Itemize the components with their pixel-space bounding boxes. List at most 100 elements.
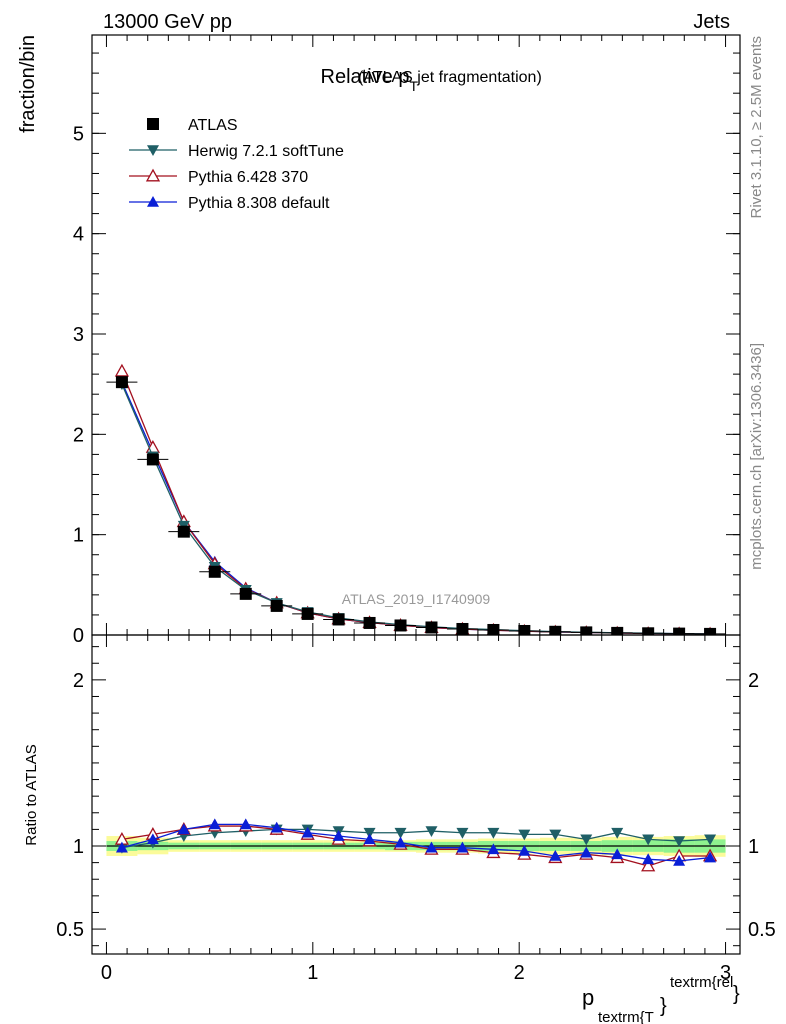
y-tick-label-right: 0.5 [748,919,776,941]
mcplots-label: mcplots.cern.ch [arXiv:1306.3436] [748,343,765,570]
data-point [114,363,130,377]
data-point [611,848,624,860]
ratio-y-label: Ratio to ATLAS [23,744,40,845]
data-point [270,599,283,612]
legend-label: Herwig 7.2.1 softTune [188,143,344,160]
data-point [642,627,655,635]
data-point [642,853,655,865]
data-point [487,827,500,839]
x-tick-label: 3 [720,962,731,984]
data-point [704,851,717,863]
x-tick-label: 1 [307,962,318,984]
legend-marker [147,118,159,130]
data-point [270,821,283,833]
data-point [487,843,500,855]
y-tick-label: 2 [73,670,84,692]
legend-entry: Herwig 7.2.1 softTune [129,143,344,160]
data-point [332,830,345,841]
data-point [208,565,221,578]
data-point [115,376,128,389]
data-point [704,627,717,635]
data-point [580,846,593,858]
data-point [549,829,562,841]
data-point [239,818,252,830]
data-point [301,826,314,838]
svg-text:Relative pT: Relative pT [321,66,419,94]
data-point [115,841,128,853]
x-tick-label: 2 [514,962,525,984]
data-point [177,823,190,835]
data-point [611,827,624,839]
legend-label: Pythia 8.308 default [188,195,330,212]
svg-text:p: p [582,985,594,1010]
main-y-label: fraction/bin [17,35,39,133]
y-tick-label: 1 [73,836,84,858]
data-point [704,834,717,846]
y-tick-label: 3 [73,324,84,346]
data-point [177,525,190,538]
data-point [549,625,562,635]
legend-label: ATLAS [188,117,238,134]
x-label-sub: textrm{T [598,1009,654,1024]
rivet-label: Rivet 3.1.10, ≥ 2.5M events [748,36,765,219]
legend-marker [147,196,159,207]
legend-marker [145,168,161,182]
y-tick-label: 4 [73,224,84,246]
data-point [456,841,469,853]
data-point [518,829,531,841]
x-label-sup: textrm{rel [670,974,733,991]
data-point [425,621,438,634]
main-panel-axes: 0 1 2 3 4 5 [73,34,741,647]
main-series-atlas [106,376,726,635]
axis-frame [91,634,741,955]
x-label-p: p [582,985,594,1010]
data-point [518,844,531,856]
title-main: Relative p [321,66,410,88]
data-point [146,453,159,466]
x-tick-label: 0 [101,962,112,984]
data-point [641,858,656,872]
data-point [549,849,562,861]
data-point [394,619,407,632]
data-point [611,626,624,635]
series-line [121,823,711,862]
data-point [673,836,686,848]
main-panel-content [106,363,726,635]
y-tick-label: 5 [73,123,84,145]
data-point [487,623,500,635]
data-point [239,587,252,600]
legend-entry: Pythia 8.308 default [129,195,330,212]
y-tick-label: 1 [73,525,84,547]
data-point [580,626,593,635]
y-tick-label: 2 [73,424,84,446]
series-line [121,825,711,867]
x-label-sup-brace: } [733,983,740,1005]
ratio-panel-content [106,818,726,872]
plot-title: Relative pT (ATLAS jet fragmentation) [321,66,542,94]
y-tick-label: 0.5 [56,919,84,941]
analysis-watermark: ATLAS_2019_I1740909 [342,591,491,607]
data-point [673,854,686,866]
legend-entry: ATLAS [147,117,238,134]
data-point [208,818,221,830]
data-point [456,827,469,839]
ratio-panel-axes: 0.5 0.5 1 1 2 2 0 1 2 3 [56,634,776,984]
data-point [332,613,345,626]
data-point [580,834,593,846]
data-point [518,624,531,635]
data-point [673,627,686,635]
ratio-series-pythia-8-308-default [115,818,717,866]
title-rest: (ATLAS jet fragmentation) [358,69,542,86]
data-point [394,836,407,848]
data-point [642,834,655,846]
data-point [425,841,438,853]
x-axis-label: p textrm{T } textrm{rel } [582,974,740,1024]
data-point [363,827,376,839]
data-point [363,616,376,629]
legend: ATLAS Herwig 7.2.1 softTune Pythia 6.428 3… [129,117,344,212]
y-tick-label-right: 2 [748,670,759,692]
data-point [363,833,376,845]
legend-entry: Pythia 6.428 370 [129,168,308,186]
y-tick-label-right: 1 [748,836,759,858]
